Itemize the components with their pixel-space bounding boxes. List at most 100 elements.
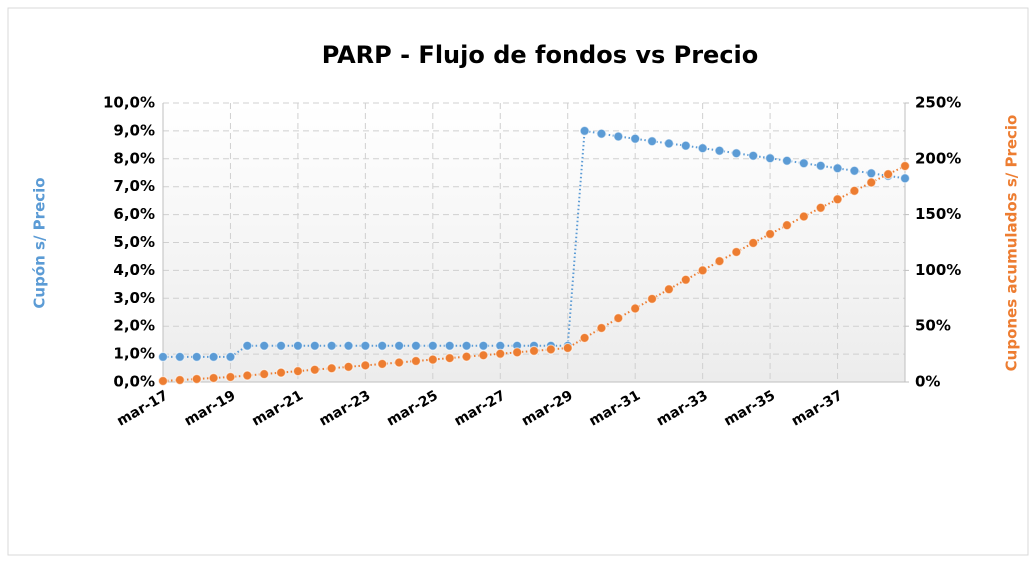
series-marker bbox=[849, 165, 860, 176]
y-tick-label: 6,0% bbox=[113, 205, 155, 223]
series-marker bbox=[562, 342, 573, 354]
series-marker bbox=[815, 160, 826, 171]
series-marker bbox=[866, 168, 877, 179]
series-marker bbox=[714, 145, 725, 156]
series-marker bbox=[225, 371, 236, 383]
series-marker bbox=[731, 246, 742, 258]
y2-tick-label: 250% bbox=[915, 94, 961, 112]
y2-axis-title: Cupones acumulados s/ Precio bbox=[1003, 115, 1021, 372]
y-tick-label: 5,0% bbox=[113, 233, 155, 251]
series-marker bbox=[309, 340, 320, 351]
series-marker bbox=[663, 284, 675, 295]
series-marker bbox=[461, 340, 472, 351]
series-marker bbox=[309, 364, 320, 375]
series-marker bbox=[748, 150, 759, 161]
series-marker bbox=[545, 344, 556, 355]
series-marker bbox=[528, 345, 540, 356]
series-marker bbox=[613, 131, 624, 142]
series-marker bbox=[157, 375, 169, 387]
y-tick-label: 2,0% bbox=[113, 317, 155, 335]
y2-tick-label: 50% bbox=[915, 317, 951, 335]
series-marker bbox=[444, 340, 455, 351]
y2-tick-label: 200% bbox=[915, 149, 961, 167]
series-marker bbox=[191, 351, 202, 362]
y2-tick-label: 150% bbox=[915, 205, 961, 223]
series-marker bbox=[714, 256, 725, 267]
y-tick-label: 9,0% bbox=[113, 121, 155, 139]
y2-tick-label: 100% bbox=[915, 261, 961, 279]
series-marker bbox=[697, 265, 708, 276]
series-marker bbox=[832, 194, 843, 205]
series-marker bbox=[208, 351, 219, 362]
series-marker bbox=[731, 148, 742, 159]
series-marker bbox=[191, 373, 202, 385]
series-marker bbox=[242, 340, 253, 351]
series-marker bbox=[427, 354, 438, 365]
y-tick-label: 1,0% bbox=[113, 345, 155, 363]
series-marker bbox=[646, 136, 658, 147]
series-marker bbox=[883, 169, 894, 180]
y-axis-title: Cupón s/ Precio bbox=[31, 177, 49, 308]
series-marker bbox=[259, 340, 270, 351]
series-marker bbox=[275, 340, 287, 351]
series-marker bbox=[646, 293, 658, 304]
series-marker bbox=[478, 340, 489, 351]
series-marker bbox=[798, 158, 809, 169]
series-marker bbox=[680, 140, 691, 151]
series-marker bbox=[630, 133, 641, 144]
series-marker bbox=[579, 332, 590, 344]
series-marker bbox=[866, 177, 877, 188]
series-marker bbox=[899, 173, 911, 184]
series-marker bbox=[697, 143, 708, 154]
series-marker bbox=[596, 128, 607, 139]
y-tick-label: 7,0% bbox=[113, 177, 155, 195]
series-marker bbox=[343, 340, 354, 351]
series-marker bbox=[259, 368, 270, 380]
series-marker bbox=[393, 357, 405, 368]
y-tick-label: 8,0% bbox=[113, 149, 155, 167]
series-marker bbox=[343, 361, 354, 372]
series-marker bbox=[764, 153, 776, 164]
series-marker bbox=[393, 340, 405, 351]
series-marker bbox=[764, 228, 776, 240]
series-marker bbox=[512, 347, 523, 358]
series-marker bbox=[157, 351, 169, 362]
series-marker bbox=[275, 367, 287, 378]
series-marker bbox=[174, 351, 185, 362]
series-marker bbox=[596, 322, 607, 334]
series-marker bbox=[798, 211, 809, 222]
series-marker bbox=[495, 348, 506, 359]
series-marker bbox=[360, 360, 371, 371]
series-marker bbox=[174, 374, 185, 386]
y-tick-label: 0,0% bbox=[113, 373, 155, 391]
series-marker bbox=[242, 370, 253, 381]
series-marker bbox=[377, 358, 388, 370]
series-marker bbox=[630, 303, 641, 314]
series-marker bbox=[444, 353, 455, 364]
series-marker bbox=[208, 372, 219, 384]
series-marker bbox=[613, 313, 624, 324]
series-marker bbox=[427, 340, 438, 351]
series-marker bbox=[461, 351, 472, 362]
chart-title: PARP - Flujo de fondos vs Precio bbox=[322, 41, 759, 69]
series-marker bbox=[832, 163, 843, 174]
series-marker bbox=[377, 340, 388, 351]
series-marker bbox=[781, 155, 793, 166]
y2-tick-label: 0% bbox=[915, 373, 940, 391]
series-marker bbox=[849, 185, 860, 196]
y-tick-label: 10,0% bbox=[103, 94, 155, 112]
y-tick-label: 3,0% bbox=[113, 289, 155, 307]
series-marker bbox=[410, 340, 422, 351]
series-marker bbox=[680, 274, 691, 285]
series-marker bbox=[579, 125, 590, 136]
series-marker bbox=[781, 220, 793, 231]
series-marker bbox=[478, 350, 489, 361]
series-marker bbox=[292, 340, 304, 351]
series-marker bbox=[410, 355, 422, 367]
series-marker bbox=[899, 160, 911, 172]
series-marker bbox=[326, 340, 337, 351]
series-marker bbox=[225, 351, 236, 362]
series-marker bbox=[360, 340, 371, 351]
